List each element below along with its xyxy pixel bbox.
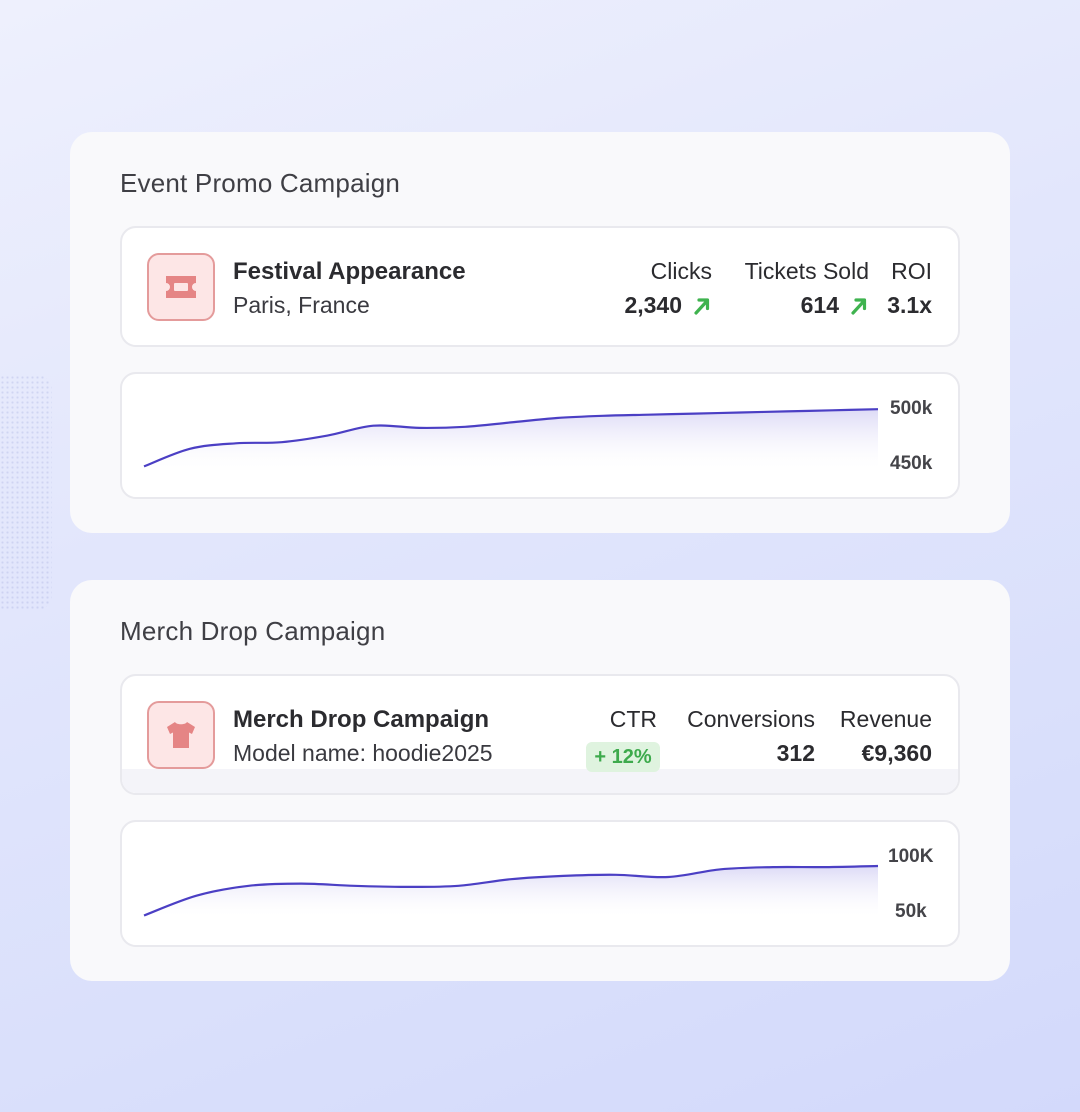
trend-up-arrow-icon <box>851 297 867 315</box>
metric-label-clicks: Clicks <box>650 258 712 284</box>
campaign-name: Merch Drop Campaign <box>233 706 490 733</box>
campaign-location: Paris, France <box>233 292 370 318</box>
metric-label-conversions: Conversions <box>687 706 815 732</box>
ticket-icon <box>147 253 215 321</box>
area-fill <box>144 866 878 916</box>
metric-value-clicks: 2,340 <box>624 292 712 319</box>
decorative-dot-pattern <box>0 375 52 610</box>
tickets-sold-value: 614 <box>800 292 839 318</box>
tshirt-icon <box>147 701 215 769</box>
campaign-summary-card[interactable]: Merch Drop Campaign Model name: hoodie20… <box>120 674 960 795</box>
panel-title: Event Promo Campaign <box>120 168 401 198</box>
campaign-summary-card[interactable]: Festival Appearance Paris, France Clicks… <box>120 226 960 347</box>
series-line <box>143 408 879 468</box>
ctr-change-badge: + 12% <box>586 742 660 772</box>
merch-drop-chart[interactable]: 100K 50k <box>120 820 960 947</box>
card-footer-shade <box>122 769 958 793</box>
y-tick-label: 50k <box>895 901 927 922</box>
metric-value-tickets-sold: 614 <box>801 292 869 319</box>
metric-label-tickets-sold: Tickets Sold <box>744 258 869 284</box>
y-tick-label: 450k <box>890 453 933 474</box>
metric-label-ctr: CTR <box>609 706 657 732</box>
event-promo-chart[interactable]: 500k 450k <box>120 372 960 499</box>
area-chart <box>143 408 879 468</box>
metric-label-revenue: Revenue <box>839 706 932 732</box>
metric-label-roi: ROI <box>891 258 932 284</box>
campaign-name: Festival Appearance <box>233 258 466 285</box>
y-tick-label: 500k <box>890 398 933 419</box>
metric-value-conversions: 312 <box>776 740 815 766</box>
merch-drop-campaign-panel: Merch Drop Campaign Merch Drop Campaign … <box>70 580 1010 981</box>
clicks-value: 2,340 <box>624 292 682 318</box>
series-line <box>143 864 879 917</box>
panel-title: Merch Drop Campaign <box>120 616 386 646</box>
event-promo-campaign-panel: Event Promo Campaign Festival Appearance… <box>70 132 1010 533</box>
trend-up-arrow-icon <box>694 297 710 315</box>
area-chart <box>143 864 879 917</box>
y-tick-label: 100K <box>888 846 934 867</box>
metric-value-roi: 3.1x <box>887 292 932 318</box>
metric-value-revenue: €9,360 <box>861 740 932 766</box>
campaign-model-name: Model name: hoodie2025 <box>233 740 493 766</box>
area-fill <box>144 409 878 468</box>
